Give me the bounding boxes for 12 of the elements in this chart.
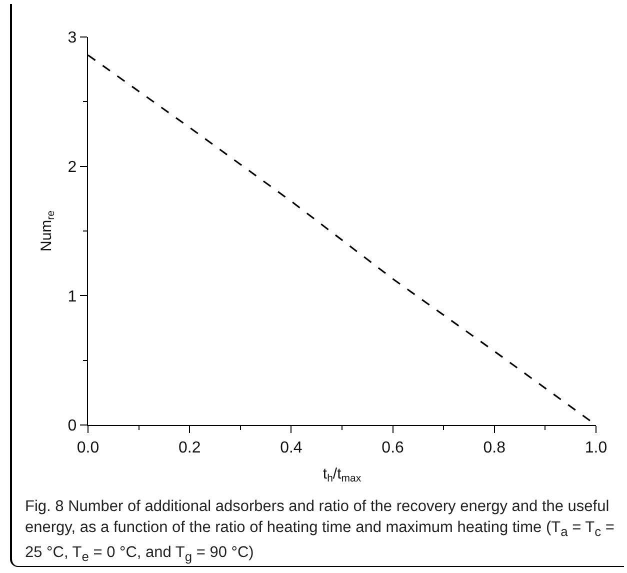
y-tick-label: 2 <box>68 158 77 176</box>
x-tick-label: 0.2 <box>178 439 201 456</box>
y-tick-label: 3 <box>68 30 77 47</box>
x-tick-label: 0.0 <box>76 439 100 456</box>
y-tick-label: 0 <box>68 418 77 435</box>
x-tick-label: 0.6 <box>382 439 404 456</box>
x-tick-label: 1.0 <box>584 439 608 456</box>
x-axis-title: t$_{h}$/t$_{max}$ <box>322 465 362 484</box>
x-tick-label: 0.4 <box>280 439 302 456</box>
x-tick-label: 0.8 <box>483 439 506 456</box>
y-tick-label: 1 <box>68 288 77 306</box>
text: Fig. 8 Number of additional adsorbers and ratio of the recovery energy and the useful energy, as a function of the ratio of heating time and maximum heating time (T$_{a}$ = T$_{c}$ = 25 °C, T$_{e}$ = 0 °C, and T$_{g}$ = 90 °C) <box>25 498 614 564</box>
